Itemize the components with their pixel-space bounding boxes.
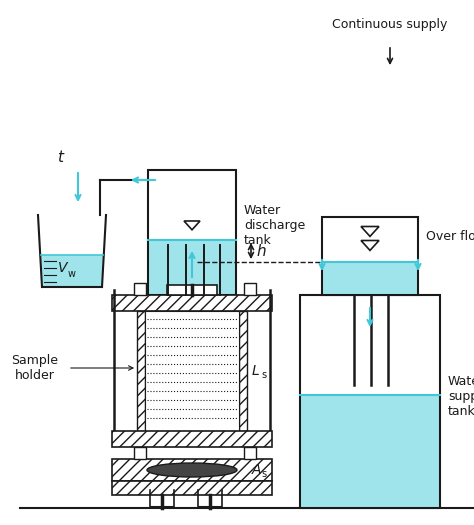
Text: s: s: [261, 370, 266, 380]
Bar: [112, 295, 272, 311]
Bar: [134, 447, 146, 459]
Bar: [112, 459, 272, 481]
Bar: [323, 262, 417, 294]
Bar: [149, 240, 235, 294]
Text: Over flow: Over flow: [426, 230, 474, 244]
Ellipse shape: [147, 463, 237, 477]
Bar: [239, 311, 247, 431]
Bar: [167, 285, 217, 295]
Bar: [148, 170, 236, 295]
Bar: [244, 283, 256, 295]
Bar: [322, 217, 418, 295]
Bar: [244, 447, 256, 459]
Text: Water
supply
tank: Water supply tank: [448, 375, 474, 418]
Polygon shape: [41, 255, 103, 287]
Text: L: L: [252, 364, 260, 378]
Text: Sample
holder: Sample holder: [11, 354, 58, 382]
Text: V: V: [58, 261, 67, 275]
Bar: [134, 283, 146, 295]
Text: w: w: [68, 269, 76, 279]
Text: t: t: [57, 150, 63, 165]
Bar: [145, 311, 239, 431]
Text: A: A: [252, 463, 262, 477]
Text: h: h: [256, 244, 265, 258]
Text: Continuous supply: Continuous supply: [332, 18, 447, 31]
Bar: [300, 295, 440, 508]
Text: Water
discharge
tank: Water discharge tank: [244, 204, 305, 247]
Text: s: s: [261, 469, 266, 479]
Bar: [112, 481, 272, 495]
Bar: [112, 431, 272, 447]
Bar: [137, 311, 145, 431]
Bar: [301, 395, 439, 507]
